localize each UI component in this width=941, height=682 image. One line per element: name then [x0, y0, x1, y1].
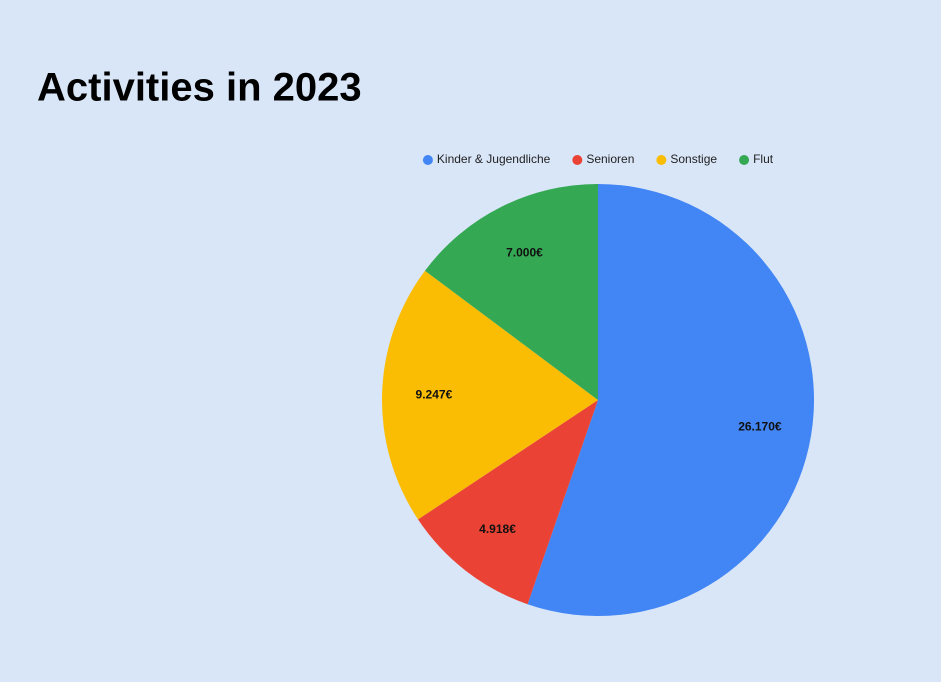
legend-label: Sonstige — [670, 152, 717, 166]
legend: Kinder & Jugendliche Senioren Sonstige Flut — [422, 152, 774, 166]
legend-marker — [572, 155, 583, 165]
value-label: 7.000€ — [506, 245, 543, 259]
value-label: 9.247€ — [416, 388, 453, 402]
legend-label: Flut — [753, 152, 774, 166]
value-label: 4.918€ — [479, 522, 516, 536]
legend-marker — [739, 155, 750, 165]
pie-slice — [381, 270, 598, 520]
legend-label: Senioren — [586, 152, 634, 166]
pie-slice — [527, 184, 814, 616]
legend-marker — [422, 155, 433, 165]
chart-title: Activities in 2023 — [37, 66, 362, 110]
pie — [381, 184, 814, 616]
pie-slice — [424, 184, 598, 400]
legend-label: Kinder & Jugendliche — [437, 152, 551, 166]
legend-marker — [656, 155, 667, 165]
value-labels: 26.170€ 4.918€ 9.247€ 7.000€ — [416, 245, 782, 536]
pie-slice — [418, 400, 598, 605]
value-label: 26.170€ — [738, 419, 782, 433]
